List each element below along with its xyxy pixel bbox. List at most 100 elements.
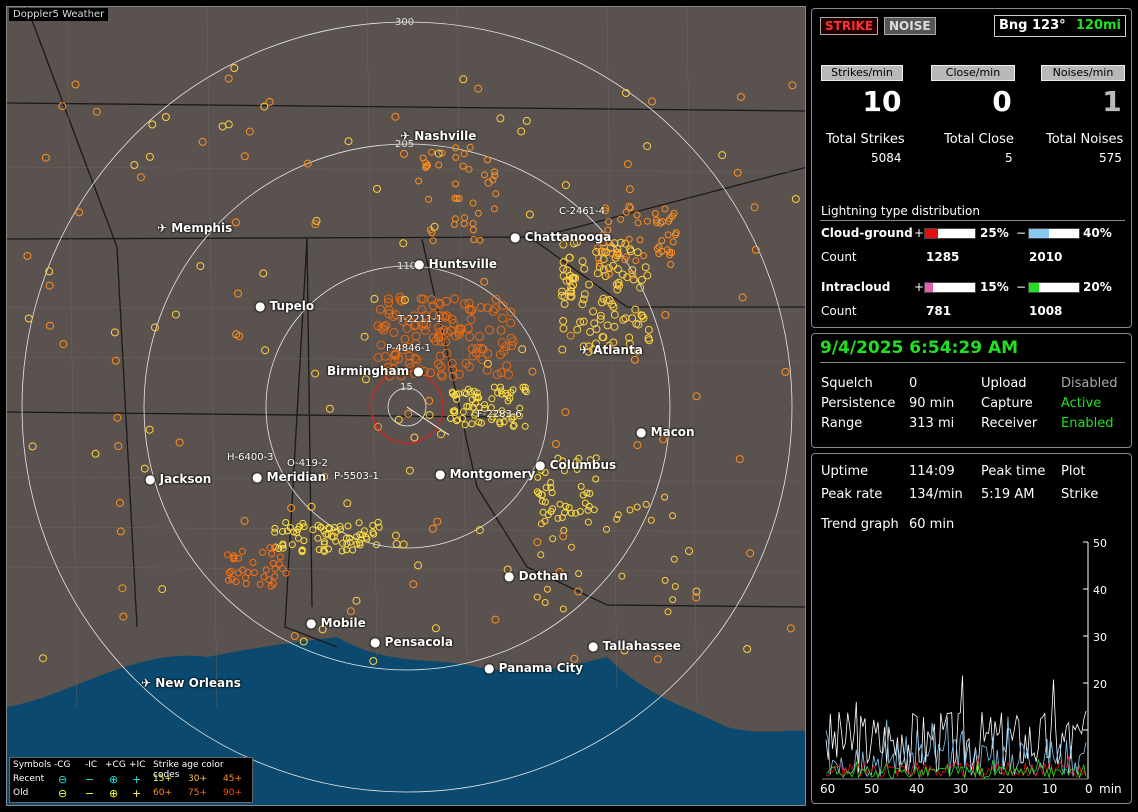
- strike-marker: [92, 107, 101, 116]
- strike-marker: [46, 321, 54, 330]
- strike-marker: [548, 489, 556, 497]
- strike-marker: [542, 484, 550, 492]
- strike-marker: [384, 309, 394, 319]
- strike-marker: [389, 364, 399, 374]
- strike-marker: [661, 311, 670, 319]
- strike-marker: [392, 540, 401, 548]
- strike-marker: [404, 358, 414, 368]
- sensor-label: C-2461-4: [559, 206, 606, 217]
- map-legend: Symbols -CG -IC +CG +IC Strike age color…: [9, 757, 253, 803]
- strike-marker: [498, 390, 506, 398]
- strike-marker: [282, 569, 290, 577]
- strike-marker: [449, 407, 457, 415]
- strike-marker: [670, 555, 678, 563]
- strike-marker: [145, 425, 154, 434]
- strike-marker: [240, 516, 249, 525]
- strike-marker: [196, 262, 205, 271]
- strike-marker: [360, 332, 369, 341]
- strike-marker: [461, 421, 469, 429]
- strike-marker: [584, 518, 592, 526]
- strike-marker: [425, 396, 434, 405]
- strike-marker: [338, 547, 346, 555]
- city-birmingham: Birmingham ●: [327, 364, 424, 378]
- strike-marker: [504, 397, 512, 405]
- strike-button[interactable]: STRIKE: [820, 17, 879, 35]
- strike-marker: [454, 330, 464, 339]
- strike-marker: [521, 383, 529, 391]
- strike-marker: [369, 529, 377, 536]
- strike-marker: [402, 324, 412, 333]
- strike-marker: [508, 415, 516, 423]
- squelch-value: 0: [909, 376, 918, 391]
- strike-marker: [459, 75, 468, 84]
- strike-marker: [414, 561, 423, 570]
- strike-marker: [746, 549, 755, 558]
- strike-marker: [484, 156, 491, 164]
- strike-marker: [118, 584, 127, 593]
- strike-marker: [570, 654, 579, 663]
- strike-marker: [685, 547, 693, 555]
- y-tick-label: 20: [1093, 678, 1107, 691]
- strike-marker: [604, 226, 612, 234]
- strike-marker: [23, 251, 32, 260]
- strike-marker: [781, 367, 790, 376]
- strike-marker: [586, 327, 595, 336]
- city-pensacola: ● Pensacola: [370, 635, 453, 649]
- x-tick-label: 20: [998, 782, 1013, 796]
- strike-marker: [502, 361, 512, 371]
- strike-marker: [692, 587, 701, 596]
- strike-marker: [584, 506, 592, 514]
- plot-value[interactable]: Strike: [1061, 487, 1099, 502]
- strike-marker: [578, 300, 587, 309]
- city-chattanooga: ● Chattanooga: [510, 230, 612, 244]
- strike-marker: [461, 214, 469, 222]
- strike-marker: [311, 220, 320, 229]
- strike-marker: [239, 566, 247, 574]
- strike-marker: [491, 615, 500, 624]
- strike-marker: [373, 353, 383, 362]
- strike-marker: [171, 310, 180, 319]
- strike-marker: [491, 168, 498, 176]
- strike-marker: [454, 369, 464, 379]
- strike-marker: [521, 386, 529, 394]
- strike-marker: [384, 305, 394, 315]
- strike-marker: [492, 190, 500, 198]
- strike-marker: [383, 363, 393, 372]
- strike-marker: [621, 314, 630, 323]
- strike-marker: [343, 540, 351, 548]
- strike-marker: [595, 259, 603, 267]
- strike-marker: [628, 266, 637, 275]
- city-montgomery: ● Montgomery: [435, 467, 536, 481]
- strike-marker: [428, 333, 438, 343]
- strike-marker: [597, 298, 606, 307]
- strike-marker: [470, 387, 478, 395]
- strike-marker: [612, 280, 621, 289]
- total-noises: 575: [1099, 151, 1122, 165]
- strike-map[interactable]: Doppler5 Weather 300 205 110 15 ✈ Nashvi…: [6, 6, 806, 806]
- strike-marker: [583, 489, 591, 497]
- x-unit-label: min: [1099, 782, 1122, 796]
- strike-marker: [39, 654, 47, 663]
- strike-marker: [260, 102, 269, 111]
- strike-marker: [692, 392, 701, 401]
- bearing-display: Bng 123° 120mi: [994, 15, 1126, 37]
- strike-marker: [434, 149, 443, 158]
- sensor-label: O-419-2: [287, 458, 328, 469]
- strike-marker: [325, 545, 332, 553]
- strike-marker: [353, 540, 361, 548]
- strike-marker: [491, 294, 501, 304]
- noise-button[interactable]: NOISE: [884, 17, 936, 35]
- strike-marker: [451, 392, 459, 399]
- strike-marker: [751, 245, 760, 254]
- strike-marker: [373, 184, 381, 193]
- strike-marker: [640, 252, 648, 260]
- strike-marker: [474, 209, 482, 217]
- strike-marker: [638, 311, 647, 320]
- strike-marker: [614, 265, 622, 274]
- city-macon: ● Macon: [636, 425, 695, 439]
- strike-marker: [541, 469, 549, 476]
- strike-marker: [383, 366, 393, 376]
- strike-marker: [576, 508, 584, 515]
- strike-marker: [625, 339, 634, 348]
- strike-marker: [240, 152, 249, 161]
